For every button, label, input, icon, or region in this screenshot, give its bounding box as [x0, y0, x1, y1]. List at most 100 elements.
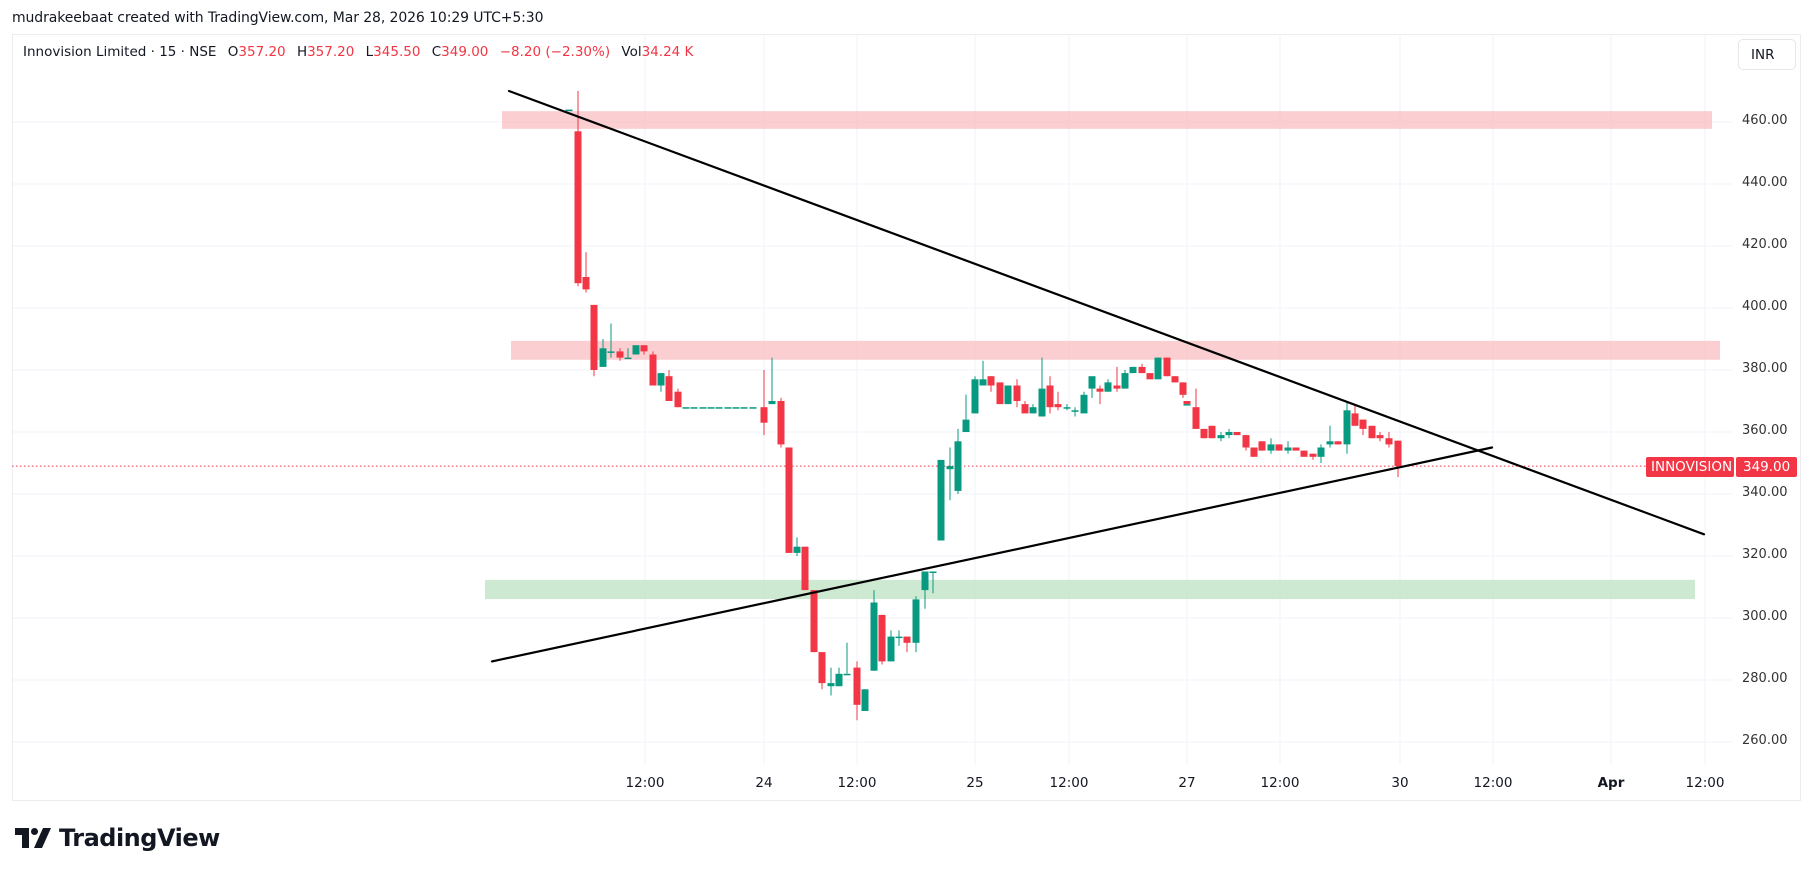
candle	[861, 689, 869, 711]
trendlines[interactable]	[490, 89, 1706, 663]
candle	[690, 407, 698, 409]
candle	[707, 407, 715, 409]
candle	[599, 339, 607, 367]
time-axis-label: 24	[755, 775, 773, 791]
support-zone[interactable]	[485, 579, 1695, 600]
candle	[1267, 438, 1275, 454]
candle	[1317, 444, 1325, 463]
currency-button[interactable]: INR	[1738, 39, 1796, 70]
candle	[887, 630, 895, 662]
candle	[843, 642, 851, 676]
candle	[895, 630, 903, 646]
price-axis-label: 440.00	[1742, 175, 1788, 190]
candle	[1334, 441, 1342, 445]
candle	[1351, 404, 1359, 426]
candle	[590, 304, 598, 377]
candle	[607, 323, 615, 358]
price-axis-label: 340.00	[1742, 485, 1788, 500]
candle	[632, 345, 640, 355]
candle	[1385, 432, 1393, 448]
candle	[929, 571, 937, 594]
candle	[1154, 357, 1162, 380]
time-axis-label: Apr	[1597, 775, 1625, 791]
time-axis-label: 12:00	[1260, 775, 1300, 791]
candle	[801, 546, 809, 591]
price-axis-label: 380.00	[1742, 361, 1788, 376]
candle	[1309, 453, 1317, 460]
candle	[903, 636, 911, 653]
candle	[1192, 388, 1200, 429]
time-axis-label: 12:00	[837, 775, 877, 791]
candle	[715, 407, 723, 409]
candle	[1394, 440, 1402, 477]
candle	[1138, 363, 1146, 374]
high-value: 357.20	[307, 44, 355, 60]
candle	[1292, 447, 1300, 451]
candle	[616, 348, 624, 361]
close-value: 349.00	[441, 44, 489, 60]
symbol-legend: Innovision Limited · 15 · NSE O357.20 H3…	[23, 44, 693, 60]
candle	[1225, 428, 1233, 439]
candle	[1096, 385, 1104, 405]
open-value: 357.20	[238, 44, 286, 60]
candle	[1359, 419, 1367, 436]
candle	[1208, 425, 1216, 439]
time-axis-label: 27	[1178, 775, 1196, 791]
candle	[785, 447, 793, 553]
candle	[1250, 447, 1258, 457]
candle	[921, 571, 929, 609]
candle	[1021, 401, 1029, 414]
candle	[1217, 432, 1225, 442]
candle	[1179, 382, 1187, 398]
candle	[996, 382, 1004, 405]
price-axis-label: 400.00	[1742, 299, 1788, 314]
candle	[1343, 401, 1351, 454]
candlestick-series	[565, 91, 1402, 721]
candle	[732, 407, 740, 409]
candle	[1071, 407, 1079, 417]
candle	[1004, 385, 1012, 405]
tradingview-logo-text: TradingView	[59, 824, 220, 852]
candle	[1171, 376, 1179, 383]
candle	[1326, 425, 1334, 448]
candle	[1163, 357, 1171, 377]
candle	[1054, 391, 1062, 411]
candle	[574, 91, 582, 287]
candle	[624, 348, 632, 360]
price-axis-label: 420.00	[1742, 237, 1788, 252]
candle	[946, 447, 954, 501]
candle	[1080, 391, 1088, 414]
resistance-zone-top[interactable]	[502, 111, 1712, 129]
candle	[912, 596, 920, 653]
candle	[1275, 444, 1283, 451]
descending-trendline[interactable]	[507, 89, 1706, 536]
symbol-price-tag: INNOVISION	[1646, 457, 1734, 477]
candle	[760, 370, 768, 436]
candle	[810, 590, 818, 653]
candle	[682, 407, 690, 409]
time-axis-label: 12:00	[1685, 775, 1725, 791]
resistance-zone-mid[interactable]	[511, 340, 1720, 360]
candle	[1200, 428, 1208, 439]
candle	[853, 661, 861, 721]
candle	[640, 345, 648, 355]
candle	[1129, 366, 1137, 374]
chart-caption: mudrakeebaat created with TradingView.co…	[12, 10, 544, 26]
symbol-title[interactable]: Innovision Limited · 15 · NSE	[23, 44, 217, 60]
price-axis-label: 280.00	[1742, 671, 1788, 686]
candle	[1284, 441, 1292, 454]
ascending-trendline[interactable]	[490, 446, 1494, 663]
candle	[749, 407, 757, 409]
close-label: C	[431, 44, 442, 60]
time-axis-label: 12:00	[1049, 775, 1089, 791]
price-axis-label: 320.00	[1742, 547, 1788, 562]
candle	[1088, 376, 1096, 398]
candle	[1300, 450, 1308, 457]
candle	[565, 109, 573, 112]
tradingview-logo[interactable]: TradingView	[15, 824, 220, 852]
candle	[1046, 376, 1054, 414]
candle	[1258, 441, 1266, 451]
change-value: −8.20 (−2.30%)	[499, 44, 611, 60]
candle	[1376, 432, 1384, 442]
